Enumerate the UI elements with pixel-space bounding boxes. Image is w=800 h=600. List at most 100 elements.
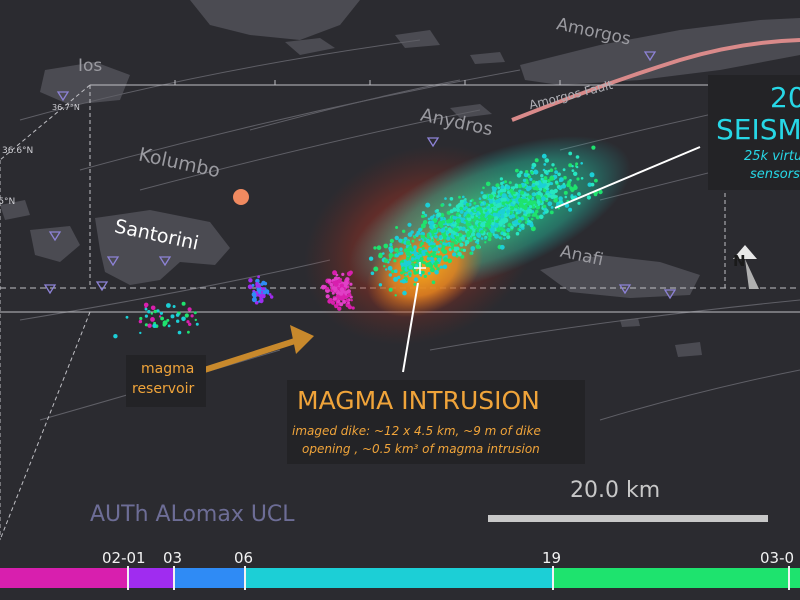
seismic-event-point	[408, 265, 413, 270]
seismic-event-point	[429, 267, 435, 273]
seismic-event-point	[527, 213, 531, 217]
scale-bar-line	[488, 515, 768, 522]
seismic-event-point	[480, 230, 484, 234]
seismic-event-point	[573, 184, 577, 188]
lat-label-3: 36.5°N	[0, 197, 16, 207]
seismic-event-point	[403, 259, 406, 262]
seismic-event-point	[571, 169, 575, 173]
intrusion-center-marker	[414, 262, 426, 274]
seismic-event-point	[346, 294, 350, 298]
seismic-event-point	[472, 219, 476, 222]
seismic-event-point	[586, 195, 592, 200]
seismic-event-point	[190, 314, 194, 318]
seismic-event-point	[576, 165, 579, 169]
seismic-event-point	[442, 264, 448, 270]
seismic-event-point	[469, 251, 473, 255]
seismic-event-point	[494, 233, 499, 239]
timeline-label-4: 19	[542, 549, 562, 567]
seismicity-sub1: 25k virtu	[744, 149, 800, 164]
seismic-event-point	[568, 151, 573, 156]
magma-reservoir-arrow	[197, 325, 314, 375]
seismic-event-point	[518, 197, 523, 203]
seismic-event-point	[378, 253, 383, 259]
seismic-event-point	[388, 287, 393, 292]
seismic-event-point	[455, 204, 461, 209]
seismic-event-point	[485, 203, 489, 206]
seismic-event-point	[523, 198, 528, 203]
seismic-event-point	[456, 223, 460, 226]
seismic-event-point	[526, 181, 529, 185]
seismic-event-point	[125, 315, 129, 319]
seismic-event-point	[407, 232, 413, 238]
seismic-event-point	[475, 244, 481, 250]
seismic-event-point	[401, 278, 407, 284]
seismic-event-point	[187, 330, 190, 334]
seismic-event-point	[193, 311, 197, 315]
seismic-event-point	[422, 232, 425, 236]
seismic-event-point	[535, 205, 541, 210]
seismic-event-point	[526, 222, 530, 226]
seismic-event-point	[412, 269, 416, 272]
seismic-event-point	[505, 185, 511, 190]
seismic-event-point	[480, 216, 486, 222]
seismic-event-point	[444, 227, 448, 231]
seismic-event-point	[529, 177, 533, 181]
seismic-event-point	[460, 254, 465, 259]
seismic-event-point	[373, 266, 379, 272]
intrusion-leader-line	[402, 282, 419, 373]
seismic-event-point	[531, 214, 535, 217]
seismic-event-point	[410, 247, 414, 252]
seismic-event-point	[166, 303, 171, 308]
seismic-event-point	[508, 181, 512, 184]
seismic-event-point	[509, 210, 513, 214]
seismic-event-point	[460, 248, 464, 252]
seismic-event-point	[537, 190, 542, 196]
seismic-event-point	[512, 200, 516, 205]
seismic-event-point	[549, 175, 555, 181]
seismic-event-point	[473, 201, 477, 205]
seismic-event-point	[535, 194, 541, 200]
seismic-event-point	[257, 284, 261, 288]
seismic-event-point	[517, 219, 522, 224]
seismic-event-point	[518, 228, 522, 232]
seismic-event-point	[496, 195, 499, 199]
seismic-event-point	[186, 320, 190, 324]
seismic-event-point	[432, 228, 438, 233]
seismic-event-point	[333, 276, 339, 281]
seismic-event-point	[543, 176, 548, 181]
islet-1	[675, 342, 702, 357]
seismic-event-point	[450, 246, 455, 250]
seismic-event-point	[471, 209, 474, 212]
seismic-event-point	[491, 219, 495, 223]
seismic-event-point	[459, 242, 464, 247]
seismic-event-point	[524, 217, 528, 221]
seismic-event-point	[378, 283, 383, 287]
seismic-event-point	[504, 180, 507, 184]
seismic-event-point	[466, 213, 471, 218]
seismic-event-point	[563, 175, 567, 180]
seismic-event-point	[515, 216, 519, 219]
seismic-event-point	[261, 293, 266, 299]
seismic-event-point	[434, 224, 439, 228]
seismic-event-point	[486, 205, 490, 210]
seismic-event-point	[525, 170, 529, 174]
seismic-event-point	[270, 295, 274, 299]
seismic-event-point	[405, 273, 408, 276]
seismic-event-point	[568, 207, 573, 212]
seismic-event-point	[449, 229, 453, 234]
seismic-event-point	[450, 242, 455, 247]
seismic-event-point	[383, 258, 389, 264]
seismic-event-point	[325, 286, 329, 291]
seismic-event-point	[471, 248, 475, 252]
seismic-event-point	[373, 246, 377, 250]
seismic-event-point	[433, 246, 439, 252]
seismic-event-point	[516, 173, 522, 178]
seismic-event-point	[453, 234, 457, 238]
seismic-event-point	[444, 242, 448, 246]
island-ios	[40, 62, 130, 105]
seismic-event-point	[350, 299, 353, 302]
seismic-event-point	[530, 217, 534, 221]
seismic-event-point	[342, 299, 347, 304]
seismic-event-point	[594, 178, 598, 183]
seismic-event-point	[413, 235, 417, 239]
